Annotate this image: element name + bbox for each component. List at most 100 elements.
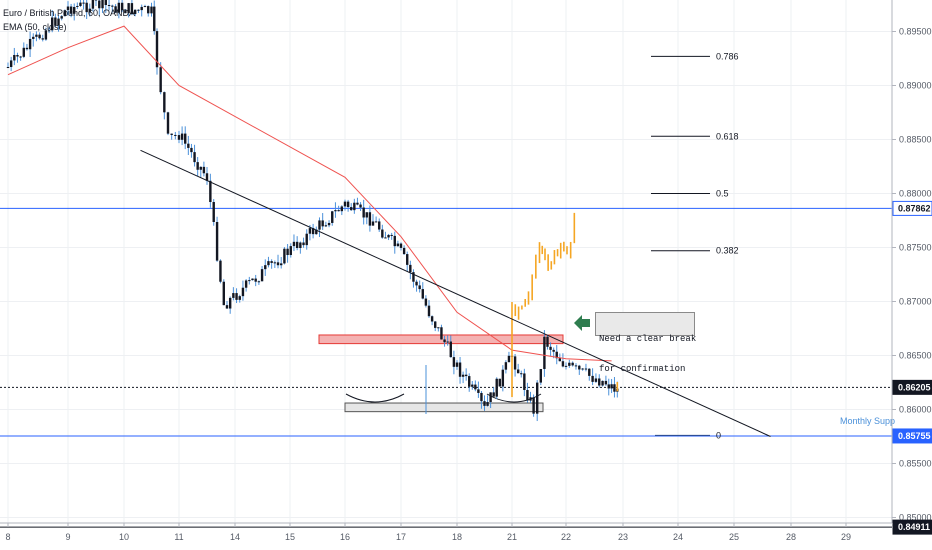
candle-body <box>513 356 517 370</box>
confirmation-note[interactable]: Need a clear break for confirmation <box>595 312 696 374</box>
candle-body <box>368 212 372 226</box>
candle-body <box>458 362 462 377</box>
candle-body <box>166 112 170 134</box>
candle-body <box>561 361 565 367</box>
candle-body <box>228 297 232 309</box>
ema-legend: EMA (50, close) <box>3 22 67 32</box>
horizontal-lines <box>0 207 892 528</box>
candle-body <box>378 221 381 230</box>
price-tag-box <box>892 519 932 535</box>
candle-body <box>455 362 459 367</box>
candle-body <box>387 234 390 238</box>
candle-body <box>480 392 483 402</box>
note-line-2: for confirmation <box>599 364 686 374</box>
time-tick-label: 21 <box>507 532 517 542</box>
candle-body <box>202 166 206 174</box>
candle-body <box>406 254 409 265</box>
candle-body <box>471 384 474 387</box>
candle-body <box>558 358 562 362</box>
candle-body <box>251 278 254 281</box>
price-tag-box <box>892 200 932 216</box>
price-candles <box>6 0 619 422</box>
price-tick-label: 0.87000 <box>899 297 932 307</box>
candle-body <box>331 211 334 223</box>
price-axis[interactable]: 0.89500 0.89000 0.88500 0.88000 0.87500 0.870… <box>891 0 932 535</box>
candle-body <box>613 384 616 392</box>
candle-body <box>610 384 613 389</box>
candle-body <box>222 281 225 306</box>
candle-body <box>305 233 308 246</box>
candle-body <box>238 296 241 300</box>
projection-candles <box>511 212 619 398</box>
candle-body <box>393 235 396 247</box>
time-axis[interactable]: 8 9 10 11 14 15 16 17 18 21 22 23 24 25 28 29 <box>0 522 892 542</box>
price-tag-label: 0.86205 <box>898 382 931 392</box>
candle-body <box>32 36 35 39</box>
price-tag-box <box>892 379 932 395</box>
candle-body <box>318 220 321 230</box>
candle-body <box>155 31 159 68</box>
candle-body <box>140 6 143 11</box>
price-tick-label: 0.86500 <box>899 351 932 361</box>
candle-body <box>520 373 523 375</box>
candle-body <box>60 16 63 19</box>
candle-body <box>91 0 95 9</box>
candle-body <box>260 269 264 282</box>
note-line-1: Need a clear break <box>599 334 697 344</box>
candle-body <box>578 365 581 370</box>
candle-body <box>343 201 347 207</box>
candle-body <box>143 6 147 8</box>
candle-body <box>9 60 13 68</box>
candle-body <box>66 6 70 11</box>
candle-body <box>63 10 67 17</box>
candle-body <box>362 207 365 218</box>
candle-body <box>13 54 16 61</box>
candle-body <box>549 346 552 350</box>
ema-line <box>7 25 612 362</box>
candle-body <box>137 9 140 11</box>
candle-body <box>543 336 546 369</box>
candle-body <box>384 237 387 239</box>
candle-body <box>604 380 608 385</box>
candle-body <box>601 380 604 386</box>
candle-body <box>299 242 302 249</box>
candle-body <box>607 384 610 389</box>
candle-body <box>552 349 555 352</box>
time-tick-label: 10 <box>119 532 129 542</box>
candle-body <box>54 17 57 26</box>
fibonacci-levels[interactable]: 0.786 0.618 0.5 0.382 0 <box>651 51 739 440</box>
candle-body <box>147 6 150 14</box>
time-tick-label: 29 <box>841 532 851 542</box>
candle-body <box>327 222 331 226</box>
price-tick-label: 0.86000 <box>899 405 932 415</box>
candle-body <box>443 339 446 343</box>
candle-body <box>283 248 286 264</box>
price-tick-label: 0.89500 <box>899 27 932 37</box>
candle-body <box>412 272 415 282</box>
candle-body <box>295 241 299 249</box>
candle-body <box>350 207 353 211</box>
candle-body <box>427 305 431 317</box>
candle-body <box>546 336 549 347</box>
candle-body <box>163 92 166 113</box>
candle-body <box>365 212 368 218</box>
support-zone[interactable] <box>344 402 544 413</box>
time-tick-label: 24 <box>673 532 683 542</box>
candle-body <box>399 243 403 248</box>
fib-level-label: 0 <box>716 430 721 440</box>
candle-body <box>85 2 88 13</box>
candle-body <box>356 202 359 205</box>
time-tick-label: 18 <box>452 532 462 542</box>
candle-body <box>489 392 492 403</box>
candle-body <box>82 2 85 4</box>
trendline[interactable] <box>140 149 771 437</box>
candle-body <box>440 327 443 340</box>
candle-body <box>196 162 199 170</box>
candle-body <box>124 10 127 14</box>
candle-body <box>532 397 535 414</box>
candle-body <box>302 242 305 246</box>
candle-body <box>430 316 434 322</box>
candle-body <box>536 382 539 414</box>
candle-body <box>273 262 277 264</box>
